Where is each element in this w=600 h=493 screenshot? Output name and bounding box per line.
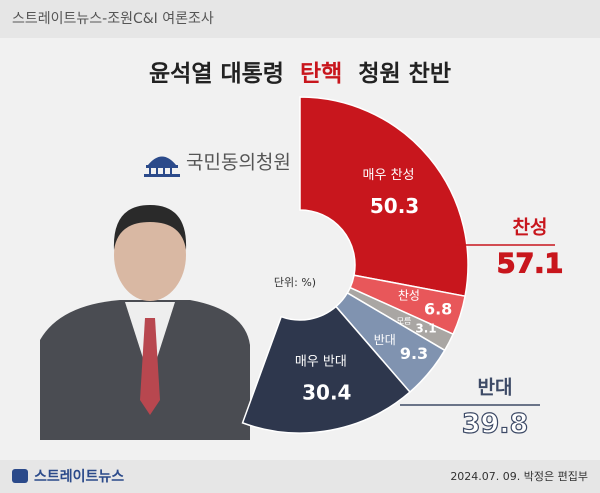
segment-label: 매우 반대 (295, 355, 347, 370)
face (114, 209, 186, 301)
logo-pillar (149, 168, 151, 174)
logo-dome (148, 156, 176, 165)
donut-segment (299, 96, 469, 298)
segment-value: 50.3 (370, 194, 419, 218)
segment-value: 6.8 (424, 300, 452, 319)
donut-chart: 매우 찬성 50.3 찬성 6.8 모름3.1 반대 9.3 매우 반대 30.4 단위: %) 찬… (241, 96, 564, 440)
hair (113, 205, 187, 250)
logo-pillar (163, 168, 165, 174)
chart-title: 윤석열 대통령 탄핵 청원 찬반 (149, 61, 451, 87)
summary-label: 반대 (478, 377, 513, 399)
logo-base (144, 174, 180, 177)
segment-value: 3.1 (415, 321, 436, 335)
title-part: 청원 찬반 (358, 61, 451, 87)
title-part: 윤석열 대통령 (149, 61, 284, 87)
footer-credit: 2024.07. 09. 박정은 편집부 (450, 470, 588, 483)
photo (40, 205, 250, 440)
logo-pillar (170, 168, 172, 174)
segment-label: 반대 (374, 333, 396, 347)
segment-label: 매우 찬성 (363, 168, 415, 183)
unit-note: 단위: %) (274, 276, 316, 289)
segment-value: 9.3 (400, 344, 428, 363)
logo: 국민동의청원 (144, 152, 291, 177)
summary-label: 찬성 (513, 217, 548, 239)
header-band (0, 0, 600, 38)
summary-value: 57.1 (497, 249, 564, 280)
logo-text: 국민동의청원 (186, 152, 291, 174)
donut-segment (241, 305, 411, 434)
header-text: 스트레이트뉴스-조원C&I 여론조사 (12, 11, 214, 27)
brand-icon (12, 469, 28, 483)
logo-pillar (156, 168, 158, 174)
summary-value: 39.8 (462, 409, 529, 440)
footer-brand: 스트레이트뉴스 (34, 468, 124, 485)
segment-value: 30.4 (302, 381, 351, 405)
tie (140, 318, 160, 415)
logo-base (146, 165, 178, 168)
segment-label: 모름 (397, 316, 412, 325)
title-highlight: 탄핵 (300, 61, 342, 87)
footer-band (0, 460, 600, 493)
segment-label: 찬성 (398, 288, 420, 303)
